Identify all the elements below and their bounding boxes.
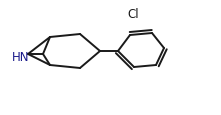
Text: Cl: Cl	[127, 8, 139, 21]
Text: HN: HN	[12, 51, 29, 64]
